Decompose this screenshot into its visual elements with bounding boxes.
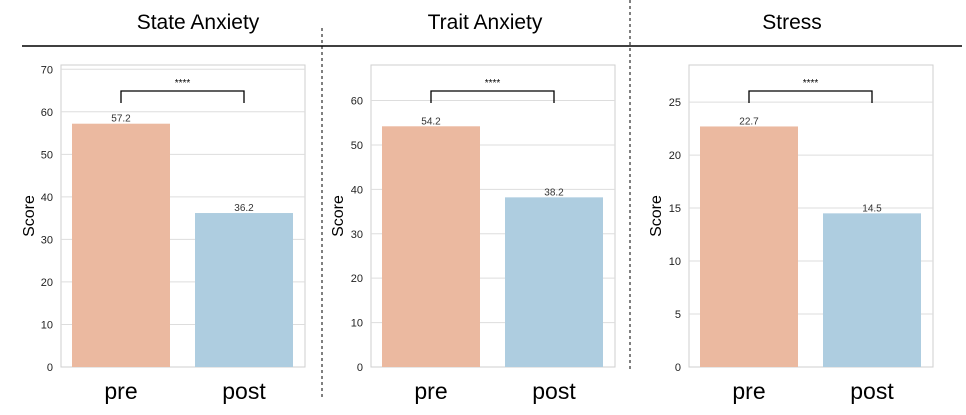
x-tick-label: post xyxy=(222,378,266,404)
significance-label: **** xyxy=(485,78,501,89)
bar-pre xyxy=(382,126,480,367)
bar-value-label: 38.2 xyxy=(544,187,564,198)
bar-post xyxy=(195,213,293,367)
significance-bracket xyxy=(430,90,555,103)
x-tick-label: post xyxy=(850,378,894,404)
y-axis-label: Score xyxy=(21,195,38,237)
chart-panel: State Anxiety 0 10 20 30 40 50 60 70 Score 57.2 pre… xyxy=(21,11,306,404)
bar-value-label: 36.2 xyxy=(234,203,254,214)
bar-post xyxy=(823,213,921,367)
bar-pre xyxy=(72,123,170,367)
y-tick-label: 50 xyxy=(41,149,53,161)
bar-value-label: 14.5 xyxy=(862,203,882,214)
y-tick-label: 20 xyxy=(41,277,53,289)
chart-title: Trait Anxiety xyxy=(428,11,543,34)
y-tick-label: 60 xyxy=(351,96,363,108)
y-tick-label: 30 xyxy=(351,229,363,241)
significance-bracket xyxy=(748,90,873,103)
y-axis-label: Score xyxy=(648,195,665,237)
bar-post xyxy=(505,197,603,367)
y-tick-label: 70 xyxy=(41,64,53,76)
y-axis-label: Score xyxy=(330,195,347,237)
y-tick-label: 10 xyxy=(669,256,681,268)
y-tick-label: 0 xyxy=(357,362,363,374)
y-tick-label: 20 xyxy=(351,273,363,285)
y-tick-label: 40 xyxy=(41,192,53,204)
bar-value-label: 22.7 xyxy=(739,116,759,127)
bar-value-label: 54.2 xyxy=(421,116,441,127)
y-tick-label: 50 xyxy=(351,140,363,152)
bar-value-label: 57.2 xyxy=(111,114,131,125)
chart-panel: Trait Anxiety 0 10 20 30 40 50 60 Score 54.2 pre 38… xyxy=(330,11,616,404)
bar-pre xyxy=(700,126,798,367)
chart-title: State Anxiety xyxy=(137,11,260,34)
y-tick-label: 15 xyxy=(669,203,681,215)
significance-label: **** xyxy=(175,78,191,89)
x-tick-label: pre xyxy=(732,378,765,404)
y-tick-label: 40 xyxy=(351,184,363,196)
y-tick-label: 60 xyxy=(41,107,53,119)
y-tick-label: 25 xyxy=(669,97,681,109)
x-tick-label: post xyxy=(532,378,576,404)
significance-label: **** xyxy=(803,78,819,89)
y-tick-label: 10 xyxy=(351,318,363,330)
y-tick-label: 5 xyxy=(675,309,681,321)
y-tick-label: 0 xyxy=(47,362,53,374)
x-tick-label: pre xyxy=(414,378,447,404)
chart-title: Stress xyxy=(762,11,822,34)
y-tick-label: 20 xyxy=(669,150,681,162)
y-tick-label: 30 xyxy=(41,234,53,246)
significance-bracket xyxy=(120,90,245,103)
y-tick-label: 0 xyxy=(675,362,681,374)
y-tick-label: 10 xyxy=(41,319,53,331)
x-tick-label: pre xyxy=(104,378,137,404)
chart-panel: Stress 0 5 10 15 20 25 Score 22.7 pre 14.5 post **** xyxy=(648,11,934,404)
